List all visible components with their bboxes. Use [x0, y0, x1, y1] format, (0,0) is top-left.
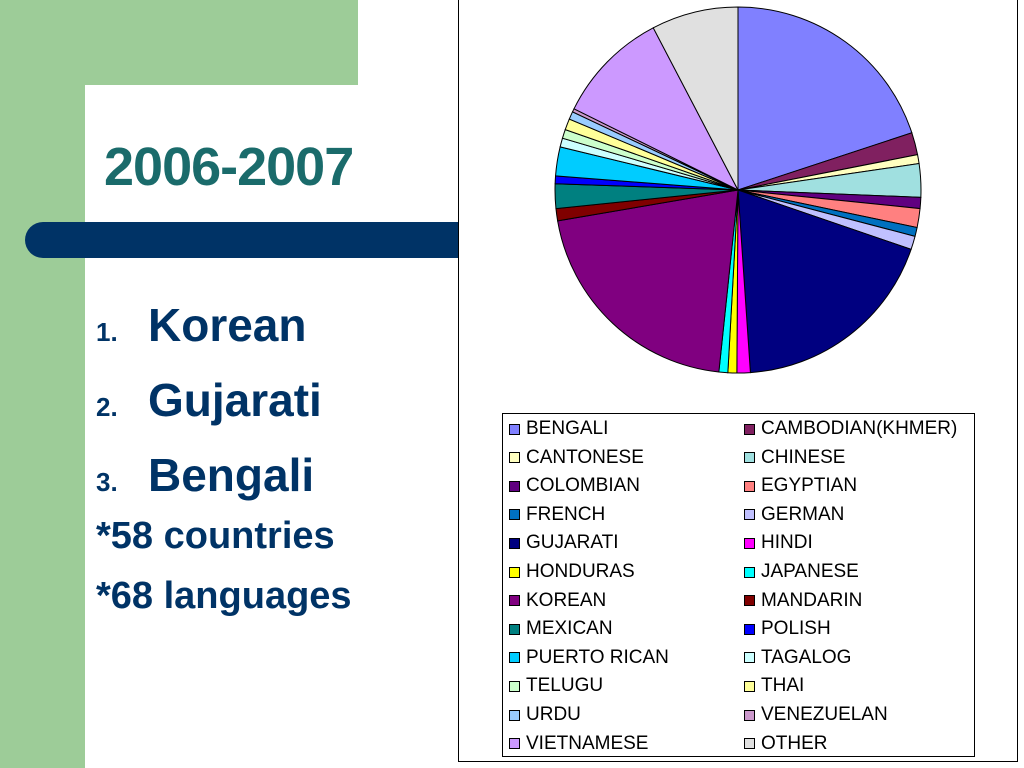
- ranking-label: Bengali: [148, 449, 315, 501]
- left-green-bar: [0, 0, 85, 768]
- legend-item: GUJARATI: [509, 532, 619, 554]
- legend-item: PUERTO RICAN: [509, 647, 669, 669]
- legend-label: PUERTO RICAN: [526, 646, 669, 668]
- legend-swatch: [509, 452, 520, 464]
- ranking-item: 1. Korean: [96, 298, 322, 373]
- ranking-label: Korean: [148, 299, 307, 351]
- legend-swatch: [744, 595, 755, 607]
- pie-chart: [554, 6, 922, 374]
- ranking-item: 2. Gujarati: [96, 373, 322, 448]
- ranking-item: 3. Bengali: [96, 448, 322, 523]
- legend-item: HINDI: [744, 532, 813, 554]
- legend-swatch: [744, 480, 755, 492]
- legend-swatch: [509, 709, 520, 721]
- pie-slice-korean: [557, 189, 739, 373]
- legend-swatch: [744, 423, 755, 435]
- legend-item: CAMBODIAN(KHMER): [744, 418, 957, 440]
- legend-label: GERMAN: [761, 503, 845, 525]
- legend-label: BENGALI: [526, 418, 609, 439]
- legend-swatch: [509, 595, 520, 607]
- legend-item: MEXICAN: [509, 618, 613, 640]
- pie-slice-gujarati: [737, 189, 912, 374]
- legend-item: COLOMBIAN: [509, 475, 640, 497]
- legend-swatch: [744, 452, 755, 464]
- languages-note: *68 languages: [96, 575, 352, 617]
- legend-item: EGYPTIAN: [744, 475, 857, 497]
- legend-item: JAPANESE: [744, 561, 859, 583]
- legend-swatch: [744, 680, 755, 692]
- ranking-number: 2.: [96, 392, 118, 422]
- legend-swatch: [509, 480, 520, 492]
- legend-label: URDU: [526, 704, 581, 725]
- legend-label: POLISH: [761, 618, 831, 640]
- legend-label: COLOMBIAN: [526, 475, 641, 497]
- title-panel: [85, 85, 385, 225]
- legend-label: HONDURAS: [526, 561, 635, 582]
- legend-item: URDU: [509, 704, 581, 726]
- legend-label: HINDI: [761, 532, 813, 554]
- legend-item: CHINESE: [744, 447, 845, 469]
- ranking-number: 1.: [96, 317, 118, 347]
- chart-legend: BENGALI CAMBODIAN(KHMER) CANTONESE CHINESE C…: [502, 413, 975, 757]
- legend-label: KOREAN: [526, 589, 607, 611]
- legend-label: CHINESE: [761, 446, 846, 468]
- legend-label: CANTONESE: [526, 446, 644, 468]
- legend-item: MANDARIN: [744, 590, 862, 612]
- legend-swatch: [509, 652, 520, 664]
- legend-item: FRENCH: [509, 504, 605, 526]
- legend-swatch: [744, 537, 755, 549]
- legend-item: VENEZUELAN: [744, 704, 888, 726]
- navy-divider-band: [25, 222, 465, 258]
- legend-swatch: [509, 566, 520, 578]
- legend-label: EGYPTIAN: [761, 475, 858, 497]
- legend-label: OTHER: [761, 732, 828, 754]
- chart-frame: BENGALI CAMBODIAN(KHMER) CANTONESE CHINESE C…: [458, 0, 1018, 762]
- legend-swatch: [509, 623, 520, 635]
- legend-item: VIETNAMESE: [509, 733, 648, 755]
- legend-item: OTHER: [744, 733, 828, 755]
- legend-label: TELUGU: [526, 675, 604, 697]
- language-ranking-list: 1. Korean 2. Gujarati 3. Bengali: [96, 298, 322, 523]
- countries-note: *58 countries: [96, 515, 335, 557]
- ranking-number: 3.: [96, 467, 118, 497]
- legend-label: THAI: [761, 675, 805, 697]
- legend-swatch: [744, 738, 755, 750]
- legend-label: JAPANESE: [761, 561, 859, 582]
- legend-label: VIETNAMESE: [526, 732, 649, 754]
- legend-item: HONDURAS: [509, 561, 635, 583]
- legend-swatch: [744, 623, 755, 635]
- legend-label: TAGALOG: [761, 646, 852, 668]
- legend-label: MEXICAN: [526, 618, 613, 640]
- legend-item: POLISH: [744, 618, 831, 640]
- legend-swatch: [509, 423, 520, 435]
- legend-swatch: [509, 680, 520, 692]
- legend-item: TAGALOG: [744, 647, 851, 669]
- legend-swatch: [509, 738, 520, 750]
- legend-swatch: [744, 709, 755, 721]
- legend-swatch: [744, 509, 755, 521]
- pie-slice-other: [652, 6, 739, 191]
- legend-item: KOREAN: [509, 590, 606, 612]
- legend-item: THAI: [744, 675, 804, 697]
- legend-swatch: [509, 537, 520, 549]
- ranking-label: Gujarati: [148, 374, 322, 426]
- legend-label: MANDARIN: [761, 589, 863, 611]
- legend-label: CAMBODIAN(KHMER): [761, 418, 958, 439]
- legend-label: GUJARATI: [526, 532, 619, 554]
- pie-slice-bengali: [737, 6, 913, 191]
- pie-slice-vietnamese: [573, 27, 740, 192]
- legend-swatch: [744, 652, 755, 664]
- legend-item: BENGALI: [509, 418, 608, 440]
- legend-label: VENEZUELAN: [761, 704, 888, 725]
- legend-item: CANTONESE: [509, 447, 644, 469]
- legend-label: FRENCH: [526, 503, 606, 525]
- legend-swatch: [744, 566, 755, 578]
- legend-item: GERMAN: [744, 504, 844, 526]
- legend-swatch: [509, 509, 520, 521]
- top-green-block: [85, 0, 358, 85]
- legend-item: TELUGU: [509, 675, 603, 697]
- slide-title: 2006-2007: [104, 137, 354, 197]
